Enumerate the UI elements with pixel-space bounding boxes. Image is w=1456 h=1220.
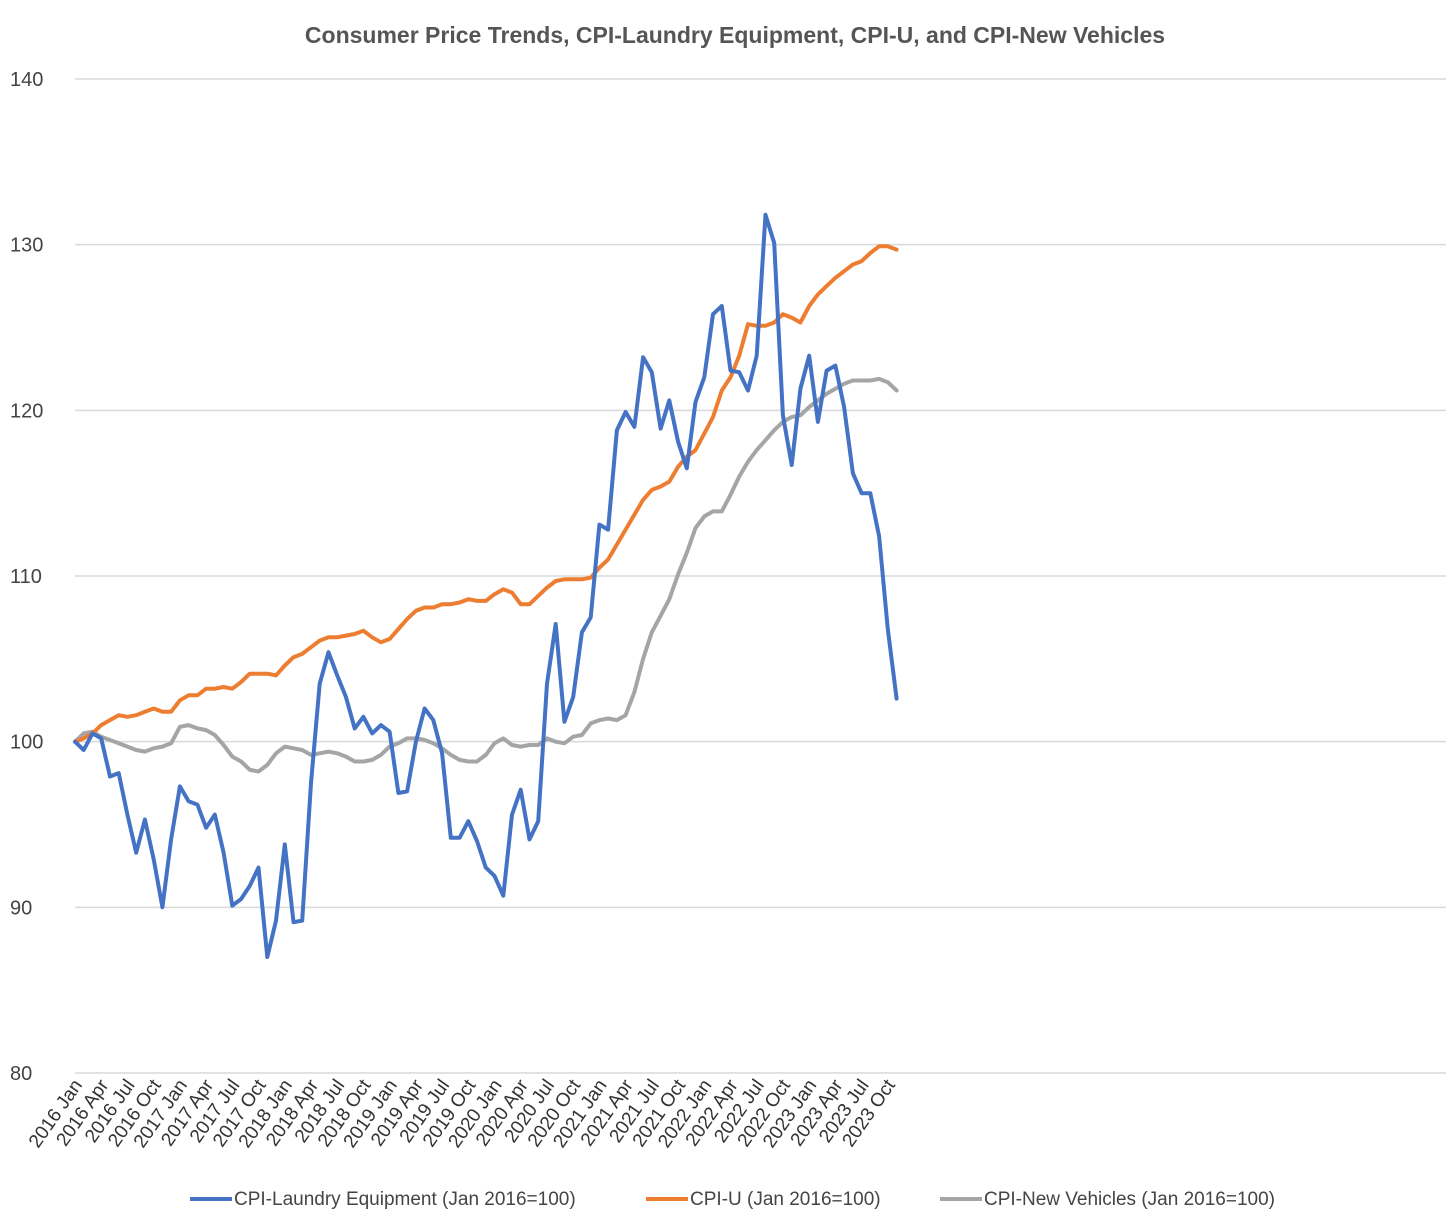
series-lines <box>73 212 899 959</box>
y-tick-label: 90 <box>10 897 32 919</box>
y-tick-label: 100 <box>10 732 43 754</box>
chart-title: Consumer Price Trends, CPI-Laundry Equip… <box>305 22 1165 48</box>
series-line-2 <box>73 244 899 744</box>
series-line-3 <box>73 376 899 774</box>
legend: CPI-Laundry Equipment (Jan 2016=100) CPI-… <box>190 1189 1275 1210</box>
y-axis-ticks: 80 90 100 110 120 130 140 <box>10 69 43 1085</box>
series-line-1 <box>73 212 899 959</box>
y-tick-label: 140 <box>10 69 43 91</box>
gridlines <box>75 78 1446 1074</box>
y-tick-label: 80 <box>10 1063 32 1085</box>
y-tick-label: 110 <box>10 566 42 588</box>
y-tick-label: 120 <box>10 400 43 422</box>
legend-label: CPI-New Vehicles (Jan 2016=100) <box>984 1189 1275 1210</box>
y-tick-label: 130 <box>10 235 43 257</box>
legend-label: CPI-Laundry Equipment (Jan 2016=100) <box>234 1189 576 1210</box>
legend-label: CPI-U (Jan 2016=100) <box>690 1189 881 1210</box>
